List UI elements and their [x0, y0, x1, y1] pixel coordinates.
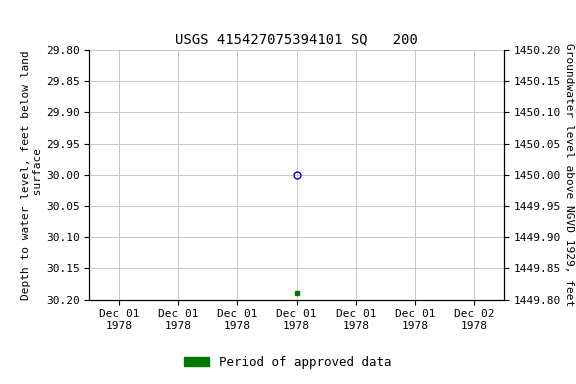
- Legend: Period of approved data: Period of approved data: [179, 351, 397, 374]
- Title: USGS 415427075394101 SQ   200: USGS 415427075394101 SQ 200: [175, 32, 418, 46]
- Y-axis label: Depth to water level, feet below land
 surface: Depth to water level, feet below land su…: [21, 50, 43, 300]
- Y-axis label: Groundwater level above NGVD 1929, feet: Groundwater level above NGVD 1929, feet: [564, 43, 574, 306]
